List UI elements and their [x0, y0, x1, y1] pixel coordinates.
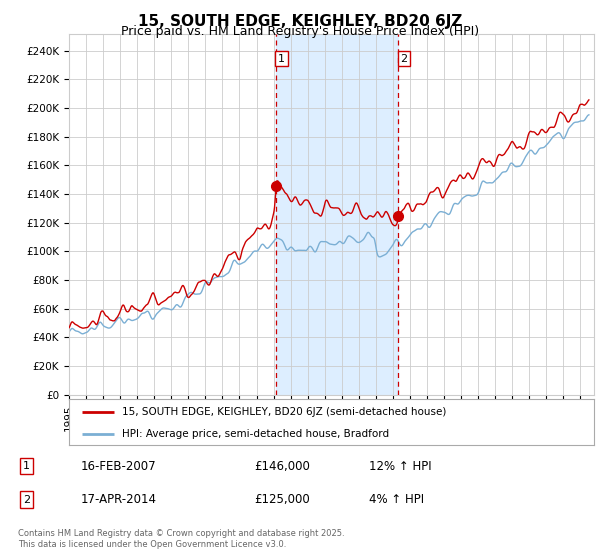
Text: 2: 2: [401, 54, 407, 64]
Text: 17-APR-2014: 17-APR-2014: [81, 493, 157, 506]
Text: 4% ↑ HPI: 4% ↑ HPI: [369, 493, 424, 506]
Text: 12% ↑ HPI: 12% ↑ HPI: [369, 460, 432, 473]
Text: 1: 1: [278, 54, 285, 64]
Text: HPI: Average price, semi-detached house, Bradford: HPI: Average price, semi-detached house,…: [121, 429, 389, 438]
Text: 15, SOUTH EDGE, KEIGHLEY, BD20 6JZ: 15, SOUTH EDGE, KEIGHLEY, BD20 6JZ: [138, 14, 462, 29]
Text: Price paid vs. HM Land Registry's House Price Index (HPI): Price paid vs. HM Land Registry's House …: [121, 25, 479, 38]
Text: Contains HM Land Registry data © Crown copyright and database right 2025.
This d: Contains HM Land Registry data © Crown c…: [18, 529, 344, 549]
Bar: [275, 34, 398, 395]
Text: 1: 1: [23, 461, 30, 471]
Text: £146,000: £146,000: [254, 460, 310, 473]
Text: 2: 2: [23, 494, 30, 505]
Text: 15, SOUTH EDGE, KEIGHLEY, BD20 6JZ (semi-detached house): 15, SOUTH EDGE, KEIGHLEY, BD20 6JZ (semi…: [121, 407, 446, 417]
Text: 16-FEB-2007: 16-FEB-2007: [81, 460, 157, 473]
Text: £125,000: £125,000: [254, 493, 310, 506]
